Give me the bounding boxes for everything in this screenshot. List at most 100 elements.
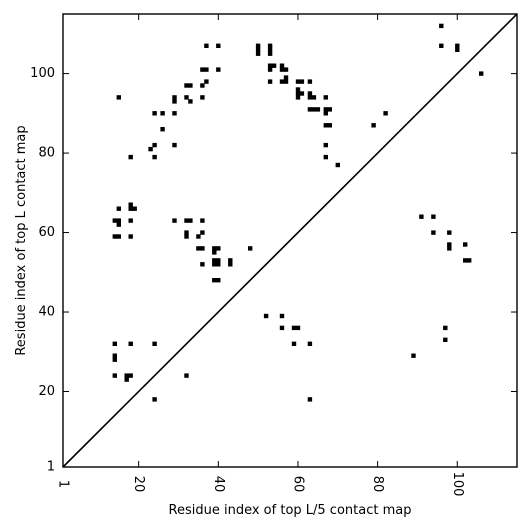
contact-point-top-l [267,43,273,48]
x-tick-label: 1 [56,480,71,488]
contact-point-top-l [128,373,133,378]
contact-point-top-l [216,258,221,263]
contact-point-top-l [128,218,133,223]
contact-point-top-l [200,262,205,267]
contact-point-top-l [299,79,305,84]
contact-point-top-l [307,107,313,112]
contact-point-top-l [116,206,121,211]
contact-point-top-l [255,47,261,52]
plot-frame [62,13,518,468]
contact-point-top-l5 [463,242,468,247]
contact-point-top-l [204,79,209,84]
x-tick-label: 20 [131,476,146,493]
contact-point-top-l5 [447,230,452,235]
y-tick-label: 40 [38,305,55,320]
contact-point-top-l [172,99,177,104]
contact-point-top-l [112,353,117,358]
contact-point-top-l [184,218,189,223]
y-axis-title: Residue index of top L contact map [14,125,29,355]
contact-point-top-l [283,79,289,84]
contact-point-top-l [267,47,273,52]
contact-point-top-l [283,67,289,72]
data-points [112,23,484,402]
contact-point-top-l [204,43,209,48]
contact-point-top-l [315,107,321,112]
contact-point-top-l [216,246,221,251]
contact-point-top-l [216,262,221,267]
contact-point-top-l [184,230,189,235]
x-axis-title: Residue index of top L/5 contact map [169,503,412,518]
contact-point-top-l [112,218,117,223]
contact-point-top-l [116,222,121,227]
contact-point-top-l [323,107,328,112]
contact-point-top-l [116,95,121,100]
contact-point-top-l [267,67,273,72]
contact-point-top-l [267,79,273,84]
contact-point-top-l [116,234,121,239]
contact-point-top-l5 [263,313,269,319]
contact-point-top-l [200,83,205,88]
contact-point-top-l5 [431,214,436,219]
contact-point-top-l [160,111,165,116]
y-tick-label: 100 [30,66,55,81]
x-tick-label: 100 [450,472,465,497]
contact-point-top-l [112,357,117,362]
contact-point-top-l [184,95,189,100]
contact-point-top-l5 [463,258,468,263]
contact-point-top-l [455,47,460,52]
contact-point-top-l5 [467,258,472,263]
contact-point-top-l [184,83,189,88]
y-tick-label: 20 [38,384,55,399]
contact-point-top-l [383,111,388,116]
contact-point-top-l [212,250,217,255]
contact-point-top-l [327,107,332,112]
contact-point-top-l5 [279,325,285,331]
contact-point-top-l [128,206,133,211]
y-tick-label: 60 [38,225,55,240]
contact-point-top-l5 [447,242,452,247]
contact-point-top-l [128,202,133,207]
contact-point-top-l [371,123,376,128]
contact-point-top-l [212,246,217,251]
contact-point-top-l [172,142,177,148]
contact-point-top-l5 [307,397,313,402]
contact-point-top-l [200,67,205,72]
contact-point-top-l [311,95,317,100]
y-tick-label: 1 [47,460,55,475]
contact-point-top-l [307,91,313,96]
contact-point-top-l [184,234,189,239]
contact-point-top-l [196,234,201,239]
contact-point-top-l [295,79,301,84]
contact-point-top-l [439,23,444,29]
contact-point-top-l [267,63,273,68]
contact-point-top-l [128,154,133,160]
contact-point-top-l [172,218,177,223]
contact-point-top-l [327,123,332,128]
contact-point-top-l5 [307,341,313,346]
contact-point-top-l [228,258,233,263]
contact-point-top-l [128,341,133,346]
contact-point-top-l [148,146,153,152]
y-tick-label: 80 [38,146,55,161]
contact-point-top-l [299,91,305,96]
contact-point-top-l [279,79,285,84]
x-tick-label: 80 [370,476,385,493]
contact-point-top-l [323,142,328,148]
contact-point-top-l [216,67,221,72]
contact-point-top-l [335,162,340,168]
contact-point-top-l [128,234,133,239]
contact-point-top-l [307,79,313,84]
contact-point-top-l [152,154,157,160]
contact-point-top-l [455,43,460,48]
contact-point-top-l [124,373,129,378]
contact-point-top-l [124,377,129,382]
contact-point-top-l5 [447,246,452,251]
contact-point-top-l5 [419,214,424,219]
contact-point-top-l [152,111,157,116]
contact-point-top-l5 [443,325,448,331]
contact-point-top-l [200,95,205,100]
contact-point-top-l [439,43,444,48]
contact-point-top-l [196,246,201,251]
contact-point-top-l [112,373,117,378]
